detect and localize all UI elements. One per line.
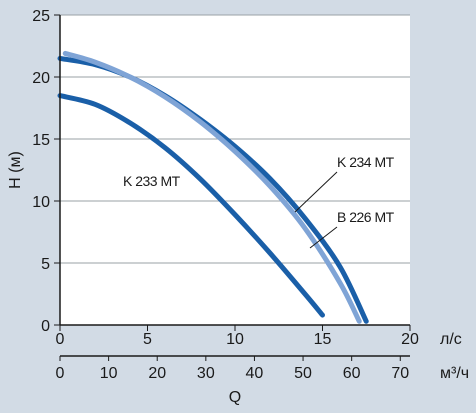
series-label-k234: K 234 MT: [337, 154, 395, 170]
x2-tick-label: 20: [148, 365, 166, 382]
x2-tick-label: 10: [100, 365, 118, 382]
y-tick-label: 25: [32, 8, 50, 25]
axes-group: [54, 14, 411, 361]
x-tick-label: 0: [56, 331, 65, 348]
series-line-k233: [57, 93, 325, 318]
plot-background: [60, 15, 410, 325]
leader-line-b226: [309, 226, 338, 249]
x-unit-secondary: м³/ч: [440, 365, 469, 382]
x2-tick-label: 40: [246, 365, 264, 382]
y-tick-label: 10: [32, 194, 50, 211]
x-tick-label: 5: [143, 331, 152, 348]
x-tick-label: 10: [226, 331, 244, 348]
x-tick-label: 15: [314, 331, 332, 348]
x-unit-primary: л/с: [440, 331, 462, 348]
grid-lines: [60, 14, 410, 264]
series-labels: K 233 MT K 234 MT B 226 MT: [123, 154, 395, 249]
x2-tick-label: 0: [56, 365, 65, 382]
x2-tick-label: 50: [294, 365, 312, 382]
x2-tick-label: 70: [391, 365, 409, 382]
y-tick-label: 15: [32, 132, 50, 149]
x2-tick-label: 30: [197, 365, 215, 382]
x-tick-label: 20: [401, 331, 419, 348]
x2-tick-label: 60: [343, 365, 361, 382]
series-group: [57, 50, 369, 324]
x-axis-title: Q: [229, 389, 241, 406]
y-tick-label: 5: [41, 256, 50, 273]
y-tick-label: 0: [41, 318, 50, 335]
series-label-b226: B 226 MT: [337, 209, 395, 225]
series-line-b226: [62, 50, 362, 324]
leader-line-k234: [294, 171, 338, 213]
y-axis-title: H (м): [7, 151, 24, 189]
tick-labels: 0 5 10 15 20 25 0 5 10 15 20 0 10 20 30 40 50 60 70: [32, 8, 419, 382]
y-tick-label: 20: [32, 70, 50, 87]
series-label-k233: K 233 MT: [123, 173, 181, 189]
